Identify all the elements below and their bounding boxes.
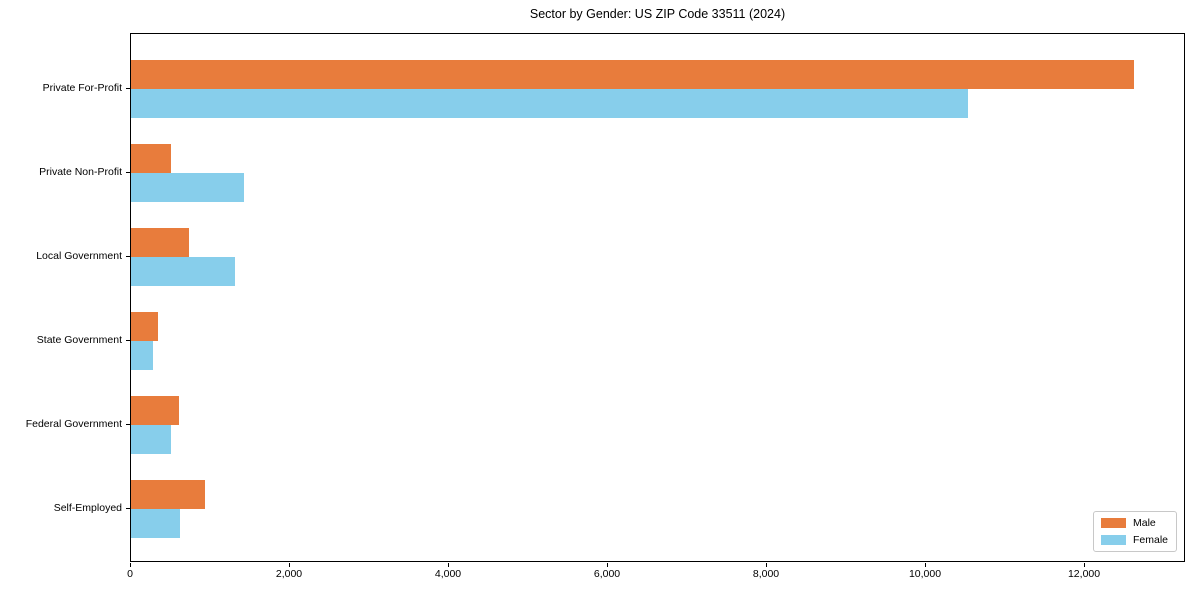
bar-female (131, 173, 245, 202)
y-tick-label: Self-Employed (53, 502, 122, 514)
legend-swatch-male (1100, 518, 1126, 528)
y-tick-label: Private Non-Profit (39, 166, 122, 178)
y-tick-mark (126, 256, 130, 257)
y-tick-mark (126, 508, 130, 509)
x-tick-mark (766, 563, 768, 567)
x-tick-label: 10,000 (908, 568, 942, 580)
y-tick-label: State Government (36, 334, 122, 346)
bar-male (131, 396, 180, 425)
bar-female (131, 89, 969, 118)
bar-male (131, 144, 172, 173)
y-tick-mark (126, 172, 130, 173)
x-tick-mark (448, 563, 449, 567)
x-tick-mark (1084, 563, 1086, 567)
y-axis-labels: Private For-Profit Private Non-Profit Loca… (0, 33, 130, 562)
bars-layer (131, 34, 1184, 561)
bar-male (131, 60, 1134, 89)
bar-female (131, 425, 171, 454)
y-tick-mark (126, 424, 130, 425)
legend-swatch-female (1100, 535, 1126, 545)
bar-male (131, 312, 158, 341)
x-tick-label: 4,000 (434, 568, 462, 580)
x-tick-mark (289, 563, 290, 567)
x-tick-label: 2,000 (275, 568, 303, 580)
x-tick-label: 6,000 (593, 568, 621, 580)
x-tick-mark (607, 563, 609, 567)
x-tick-mark (130, 563, 131, 567)
bar-male (131, 480, 205, 509)
y-tick-label: Federal Government (25, 418, 122, 430)
y-tick-mark (126, 340, 130, 341)
y-tick-label: Private For-Profit (42, 82, 122, 94)
x-tick-label: 0 (127, 568, 133, 580)
legend: Male Female (1092, 511, 1177, 552)
legend-item: Male (1100, 517, 1168, 529)
plot-area: Male Female (130, 33, 1185, 562)
x-tick-mark (925, 563, 927, 567)
bar-female (131, 341, 154, 370)
chart-title: Sector by Gender: US ZIP Code 33511 (202… (529, 7, 786, 21)
y-tick-mark (126, 88, 130, 89)
y-tick-label: Local Government (36, 250, 122, 262)
legend-item: Female (1100, 534, 1168, 546)
x-tick-label: 8,000 (752, 568, 780, 580)
x-tick-label: 12,000 (1067, 568, 1101, 580)
bar-female (131, 257, 235, 286)
legend-label: Female (1132, 534, 1168, 546)
legend-label: Male (1132, 517, 1156, 529)
bar-male (131, 228, 189, 257)
bar-female (131, 509, 181, 538)
